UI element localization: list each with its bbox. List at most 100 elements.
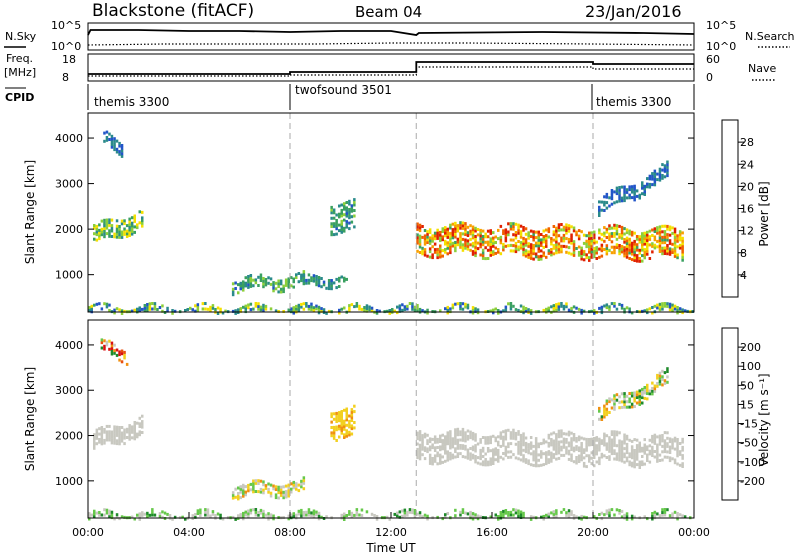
heatmap-cell-424 [456,446,460,450]
heatmap-cell-1245 [156,308,159,311]
heatmap-cell-1427 [560,510,563,514]
heatmap-cell-355 [433,440,437,444]
heatmap-cell-329 [423,435,427,439]
heatmap-cell-247 [335,420,338,423]
heatmap-cell-980 [661,450,664,454]
heatmap-cell-231 [330,434,333,438]
heatmap-cell-520 [479,231,482,235]
heatmap-cell-1019 [676,446,679,450]
heatmap-cell-8 [95,224,99,228]
heatmap-cell-969 [656,449,659,452]
heatmap-cell-1153 [98,511,101,514]
heatmap-cell-518 [479,237,482,241]
heatmap-cell-126 [231,287,235,291]
heatmap-cell-811 [588,234,591,238]
heatmap-cell-1168 [648,174,652,178]
heatmap-cell-1135 [625,188,629,192]
heatmap-cell-504 [484,436,487,440]
heatmap-cell-1332 [398,510,402,514]
heatmap-cell-237 [325,286,328,290]
heatmap-cell-400 [449,446,452,450]
heatmap-cell-62 [120,436,124,440]
heatmap-cell-423 [449,240,452,244]
heatmap-cell-266 [332,222,336,226]
heatmap-cell-1560 [671,309,674,313]
heatmap-cell-1283 [305,513,308,517]
heatmap-cell-548 [489,237,492,241]
heatmap-cell-752 [577,460,581,463]
heatmap-cell-599 [514,250,518,254]
heatmap-cell-78 [128,426,131,430]
heatmap-cell-1448 [494,307,497,311]
heatmap-cell-126 [118,350,121,354]
heatmap-cell-56 [118,436,121,440]
heatmap-cell-879 [615,246,619,249]
heatmap-cell-1043 [666,224,669,228]
heatmap-cell-718 [555,251,558,255]
heatmap-cell-687 [555,452,558,456]
heatmap-cell-188 [274,496,278,500]
heatmap-cell-1403 [517,512,520,516]
heatmap-cell-586 [517,440,520,444]
heatmap-cell-1333 [401,514,404,518]
heatmap-cell-789 [580,249,583,253]
freq-label: Freq. [6,52,33,65]
heatmap-cell-1060 [613,394,616,398]
heatmap-cell-1530 [625,306,629,310]
heatmap-cell-1117 [651,392,654,396]
heatmap-cell-99 [105,130,109,134]
heatmap-cell-996 [651,228,654,232]
heatmap-cell-368 [431,256,434,260]
heatmap-cell-1139 [663,371,667,375]
power-data-cells [88,113,694,315]
heatmap-cell-462 [469,447,472,450]
heatmap-cell-988 [663,444,667,448]
heatmap-cell-119 [113,351,116,355]
heatmap-cell-438 [461,446,465,450]
heatmap-cell-978 [646,252,649,256]
heatmap-cell-743 [562,244,566,248]
heatmap-cell-250 [335,411,338,415]
heatmap-cell-680 [540,254,543,258]
heatmap-cell-1571 [681,308,684,312]
heatmap-cell-479 [466,244,470,248]
heatmap-cell-444 [461,427,465,431]
heatmap-cell-5 [93,433,96,437]
heatmap-cell-44 [113,433,116,437]
heatmap-cell-1172 [651,172,654,176]
heatmap-cell-690 [542,237,545,241]
heatmap-cell-784 [577,234,581,238]
heatmap-cell-1105 [608,204,611,208]
heatmap-cell-526 [494,458,497,462]
heatmap-cell-161 [262,285,265,289]
heatmap-cell-244 [335,439,338,442]
heatmap-cell-140 [237,494,240,498]
heatmap-cell-42 [113,439,116,442]
heatmap-cell-675 [537,238,540,242]
heatmap-cell-617 [519,235,523,239]
heatmap-cell-1035 [598,417,601,421]
heatmap-cell-1072 [676,237,679,241]
heatmap-cell-517 [489,438,492,442]
heatmap-cell-1217 [115,307,119,311]
heatmap-cell-319 [353,214,356,218]
heatmap-cell-173 [272,286,275,290]
heatmap-cell-1459 [618,509,621,512]
heatmap-cell-122 [115,353,119,357]
heatmap-cell-371 [439,437,442,441]
heatmap-cell-910 [625,253,629,256]
heatmap-cell-1194 [163,511,167,515]
heatmap-cell-18 [100,434,104,438]
heatmap-cell-1180 [141,511,144,515]
heatmap-cell-1101 [641,401,644,405]
heatmap-cell-737 [570,437,573,441]
heatmap-cell-83 [130,425,134,429]
heatmap-cell-627 [532,458,535,462]
heatmap-cell-173 [259,479,263,483]
heatmap-cell-736 [570,439,573,443]
heatmap-cell-1390 [502,512,505,516]
heatmap-cell-443 [454,227,457,231]
heatmap-cell-1024 [678,452,682,456]
heatmap-cell-275 [335,213,338,217]
heatmap-cell-258 [340,431,343,435]
